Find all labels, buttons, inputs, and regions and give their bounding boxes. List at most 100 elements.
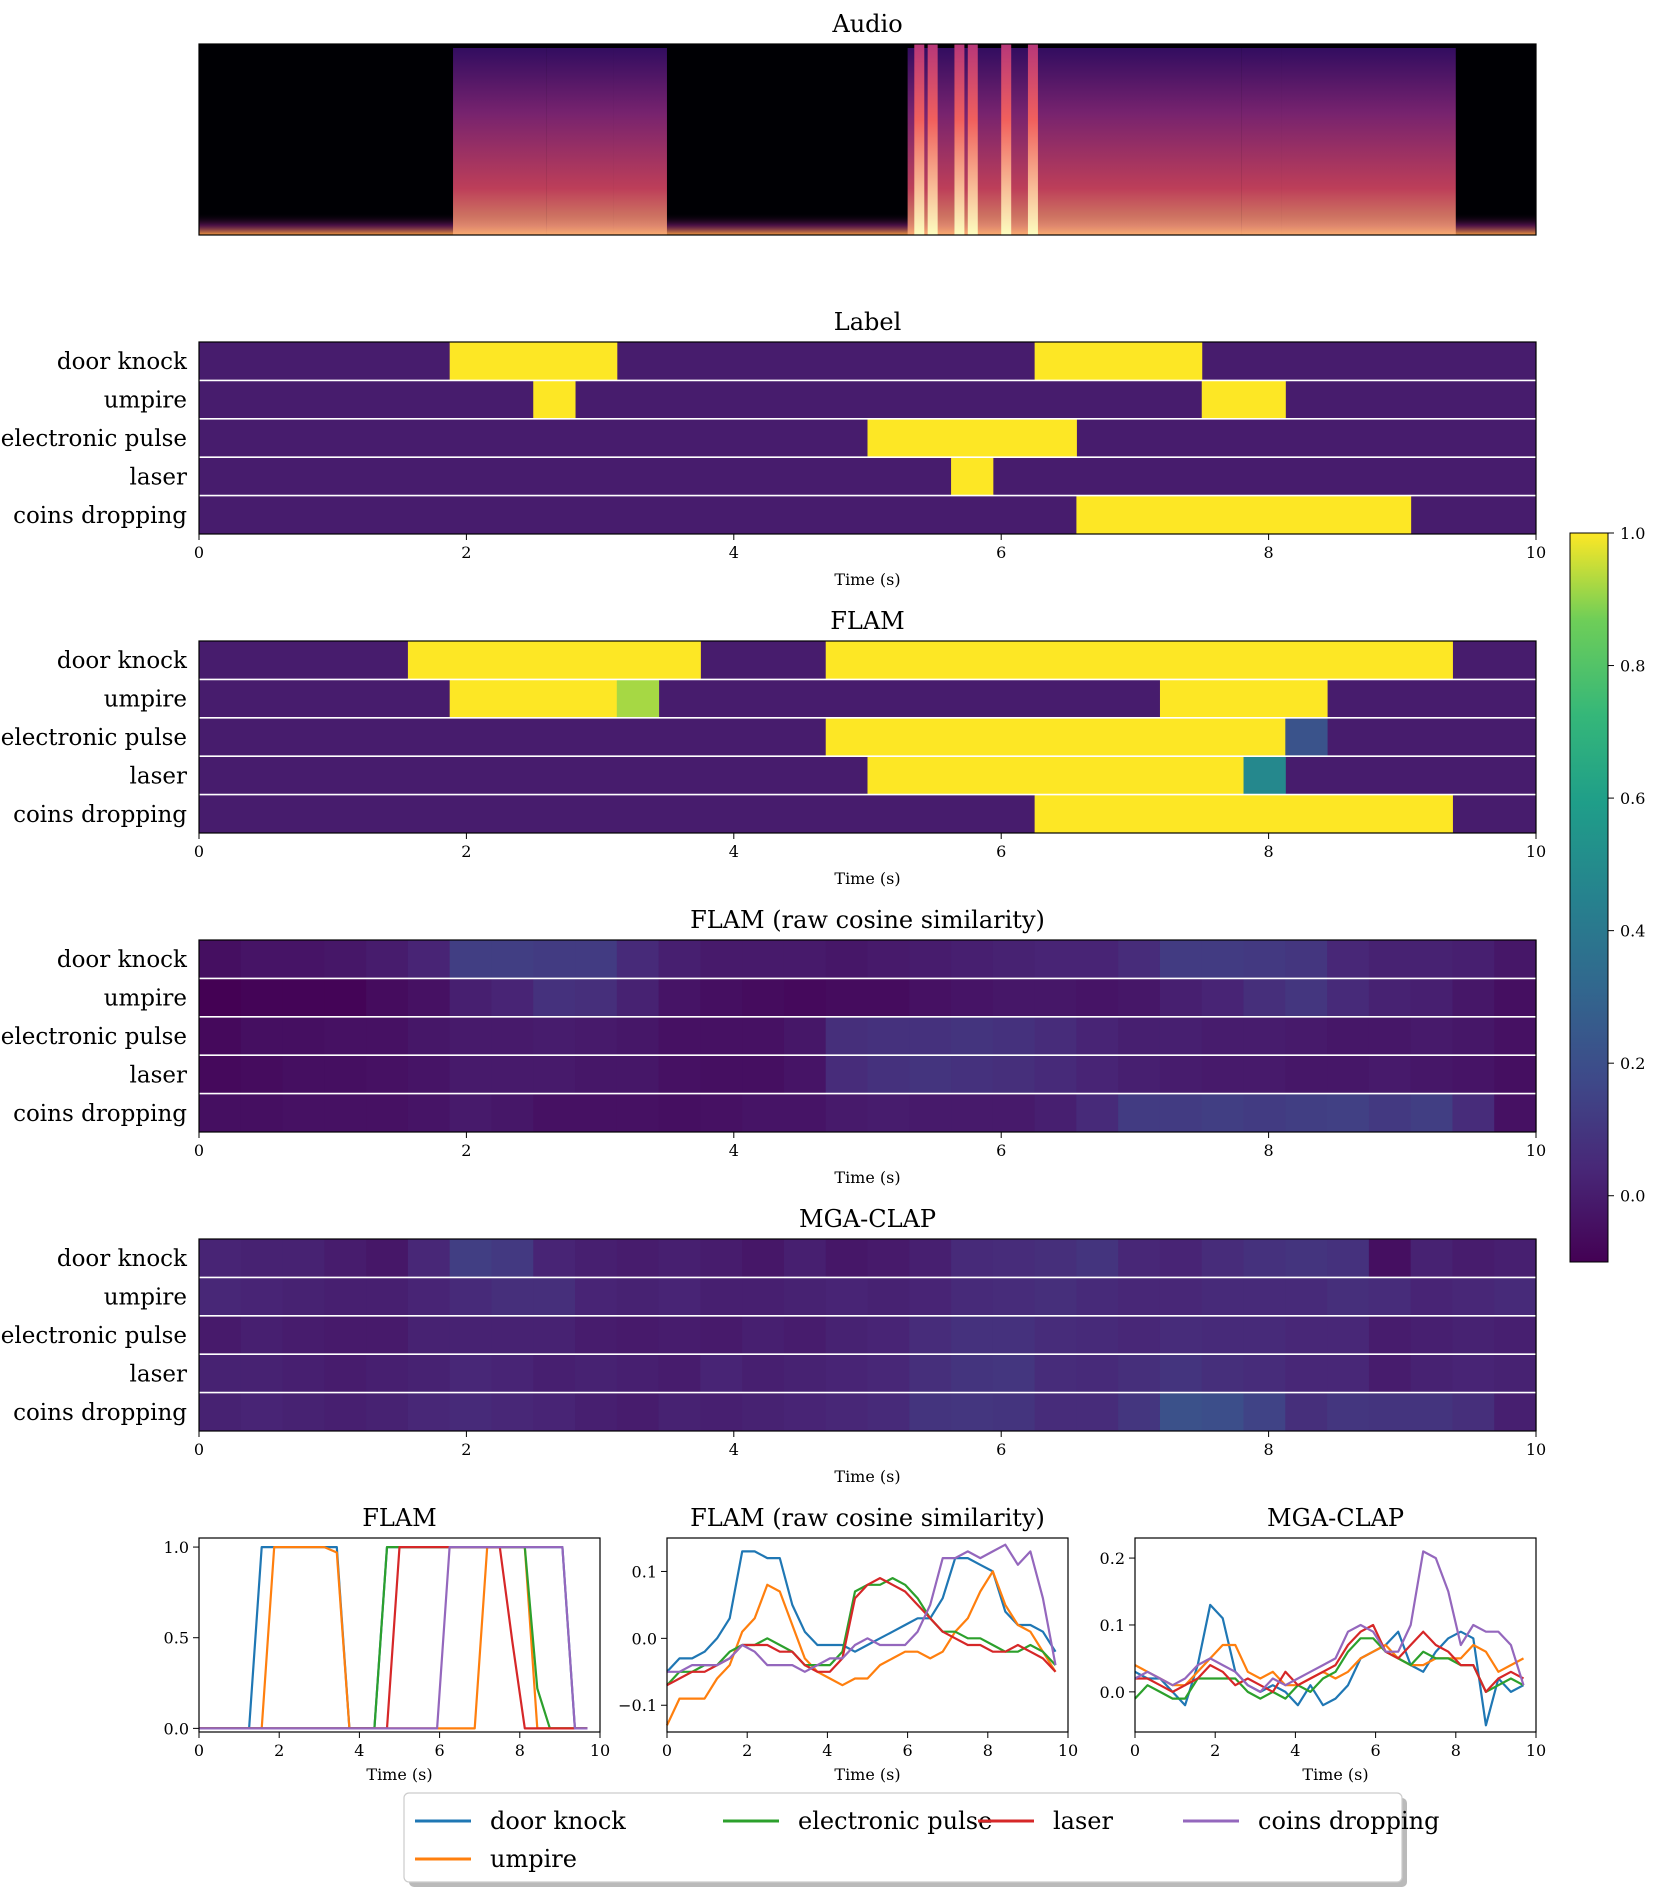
heat-cell xyxy=(1285,1354,1328,1393)
flam-line-title: FLAM xyxy=(362,1504,437,1532)
mga-clap-heatmap-panel: MGA-CLAP door knock umpire electronic pulse… xyxy=(1,1205,1546,1486)
heat-cell xyxy=(1076,1354,1119,1393)
heat-cell xyxy=(658,1055,701,1094)
heat-cell xyxy=(199,1239,242,1278)
heat-cell xyxy=(282,1315,325,1355)
series-line-laser xyxy=(199,1545,588,1730)
heat-cell xyxy=(616,1392,660,1431)
x-tick-label: 0 xyxy=(194,543,204,562)
heat-cell xyxy=(240,978,284,1017)
heat-cell xyxy=(1201,1392,1245,1431)
heat-cell xyxy=(616,1239,660,1278)
heat-cell xyxy=(1243,1354,1286,1393)
heat-cell xyxy=(825,978,869,1017)
x-tick-label: 6 xyxy=(903,1741,913,1760)
heat-cell xyxy=(658,1239,701,1278)
x-tick-label: 8 xyxy=(1264,842,1274,861)
heat-cell xyxy=(240,1093,284,1132)
heat-cell xyxy=(366,1055,409,1094)
heat-cell xyxy=(1285,1055,1328,1094)
row-laser xyxy=(199,756,1536,795)
x-tick-label: 0 xyxy=(194,842,204,861)
row-label-laser: laser xyxy=(130,464,187,490)
x-tick-label: 10 xyxy=(1526,1741,1546,1760)
heat-cell xyxy=(1118,1354,1161,1393)
heat-cell xyxy=(825,1315,869,1355)
row-label-door-knock: door knock xyxy=(57,349,188,375)
heat-cell xyxy=(867,940,910,979)
heat-cell xyxy=(282,1239,325,1278)
heat-cell xyxy=(1201,978,1245,1017)
legend-label: umpire xyxy=(490,1845,577,1873)
heat-cell xyxy=(1410,1055,1454,1094)
heat-cell xyxy=(783,1315,827,1355)
heat-cell xyxy=(324,1093,367,1132)
legend-label: coins dropping xyxy=(1258,1807,1439,1835)
heat-cell xyxy=(1076,1277,1119,1316)
spectrogram-band xyxy=(1241,48,1282,235)
heat-cell xyxy=(240,1055,284,1094)
heat-cell xyxy=(199,1354,242,1393)
heat-cell xyxy=(992,1055,1036,1094)
spectrogram-stripe xyxy=(1027,44,1038,235)
heat-cell xyxy=(282,1016,325,1056)
heat-cell xyxy=(1368,978,1412,1017)
heat-cell xyxy=(1410,1277,1454,1316)
row-label-electronic-pulse: electronic pulse xyxy=(1,1323,187,1349)
heat-cell xyxy=(658,1354,701,1393)
heat-cell xyxy=(616,679,660,718)
heat-cell xyxy=(1159,978,1203,1017)
x-axis-label: Time (s) xyxy=(834,1168,900,1187)
heat-cell xyxy=(867,978,910,1017)
heat-cell xyxy=(199,457,1536,496)
heat-cell xyxy=(1034,978,1078,1017)
row-electronic-pulse xyxy=(199,717,1536,757)
heat-cell xyxy=(533,1315,576,1355)
heat-cell xyxy=(1034,1354,1078,1393)
row-label-electronic-pulse: electronic pulse xyxy=(1,725,187,751)
x-tick-label: 4 xyxy=(354,1741,364,1760)
row-laser xyxy=(199,457,1536,496)
heat-cell xyxy=(240,1354,284,1393)
heat-cell xyxy=(700,940,743,979)
heat-cell xyxy=(700,1277,743,1316)
y-tick-label: 0.0 xyxy=(164,1719,189,1738)
heat-cell xyxy=(1243,1277,1286,1316)
x-tick-label: 8 xyxy=(515,1741,525,1760)
x-tick-label: 4 xyxy=(822,1741,832,1760)
y-tick-label: 0.1 xyxy=(1100,1616,1125,1635)
heat-cell xyxy=(366,1239,409,1278)
heat-cell xyxy=(867,1315,910,1355)
heat-cell xyxy=(909,978,952,1017)
heat-cell xyxy=(700,1016,743,1056)
heat-cell xyxy=(240,1016,284,1056)
row-label-electronic-pulse: electronic pulse xyxy=(1,1024,187,1050)
heat-cell xyxy=(449,978,493,1017)
heat-cell xyxy=(992,978,1036,1017)
heat-cell xyxy=(491,940,534,979)
heat-cell xyxy=(616,1315,660,1355)
heat-cell xyxy=(1327,1277,1370,1316)
heat-cell xyxy=(783,1354,827,1393)
heat-cell xyxy=(324,1315,367,1355)
heat-cell xyxy=(825,1055,869,1094)
row-label-door-knock: door knock xyxy=(57,648,188,674)
heat-cell xyxy=(1118,978,1161,1017)
heat-cell xyxy=(575,1093,618,1132)
x-tick-label: 10 xyxy=(1526,1141,1546,1160)
spectrogram-band xyxy=(954,48,1035,235)
row-label-umpire: umpire xyxy=(104,986,187,1012)
heat-cell xyxy=(1076,495,1412,534)
heat-cell xyxy=(867,1239,910,1278)
mga-clap-line-panel: MGA-CLAP 0 2 4 6 8 10 0.0 0.1 0.2 Time (s) xyxy=(1100,1504,1547,1784)
heat-cell xyxy=(324,940,367,979)
heat-cell xyxy=(951,1239,994,1278)
label-heatmap-panel: Label door knock umpire electronic pulse las… xyxy=(1,308,1546,589)
heat-cell xyxy=(199,1392,242,1431)
heat-cell xyxy=(825,1016,869,1056)
heat-cell xyxy=(1201,1093,1245,1132)
heat-cell xyxy=(324,1239,367,1278)
heat-cell xyxy=(742,1277,785,1316)
heat-cell xyxy=(407,1239,451,1278)
